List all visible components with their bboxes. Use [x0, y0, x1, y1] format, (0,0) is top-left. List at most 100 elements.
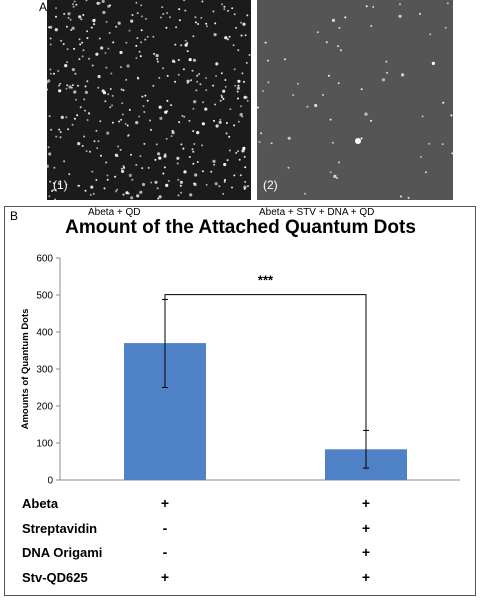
quantum-dot — [119, 50, 123, 55]
quantum-dot — [137, 77, 140, 80]
quantum-dot — [86, 119, 89, 121]
quantum-dot — [76, 114, 79, 117]
quantum-dot — [400, 195, 402, 198]
quantum-dot — [47, 88, 48, 91]
quantum-dot — [176, 156, 180, 160]
quantum-dot — [85, 0, 88, 2]
quantum-dot — [153, 52, 156, 55]
quantum-dot — [385, 60, 388, 63]
quantum-dot — [120, 118, 123, 121]
quantum-dot — [258, 141, 261, 143]
quantum-dot — [165, 26, 168, 29]
quantum-dot — [84, 189, 87, 192]
quantum-dot — [66, 48, 69, 51]
quantum-dot — [158, 195, 162, 199]
quantum-dot — [135, 1, 138, 4]
quantum-dot — [166, 74, 169, 77]
quantum-dot — [179, 180, 183, 184]
quantum-dot — [237, 79, 241, 83]
quantum-dot — [91, 170, 94, 173]
condition-label: DNA Origami — [22, 545, 103, 560]
quantum-dot — [156, 60, 159, 63]
quantum-dot — [192, 58, 197, 62]
quantum-dot — [154, 158, 157, 161]
quantum-dot — [149, 119, 151, 122]
quantum-dot — [93, 23, 96, 26]
quantum-dot — [114, 175, 117, 178]
quantum-dot — [139, 155, 142, 158]
quantum-dot — [125, 41, 128, 44]
micrograph-2: (2) — [257, 0, 453, 200]
quantum-dot — [236, 90, 239, 93]
quantum-dot — [245, 96, 248, 99]
quantum-dot — [205, 77, 207, 80]
quantum-dot — [297, 82, 299, 85]
quantum-dot — [77, 142, 81, 146]
quantum-dot — [63, 160, 66, 163]
quantum-dot — [107, 4, 111, 8]
quantum-dot — [231, 7, 234, 10]
quantum-dot — [144, 38, 147, 41]
quantum-dot — [200, 16, 203, 19]
quantum-dot — [78, 38, 81, 41]
quantum-dot — [65, 116, 68, 119]
quantum-dot — [135, 121, 139, 125]
quantum-dot — [60, 115, 64, 119]
quantum-dot — [112, 41, 115, 44]
quantum-dot — [228, 135, 231, 138]
quantum-dot — [292, 94, 295, 97]
quantum-dot — [325, 41, 328, 44]
quantum-dot — [121, 113, 124, 116]
quantum-dot — [140, 29, 143, 32]
quantum-dot — [184, 9, 187, 12]
quantum-dot — [401, 73, 405, 77]
quantum-dot — [74, 72, 77, 75]
quantum-dot — [49, 68, 52, 71]
y-tick-label: 300 — [36, 365, 53, 376]
quantum-dot — [365, 5, 368, 8]
quantum-dot — [67, 12, 71, 16]
quantum-dot — [52, 189, 55, 192]
quantum-dot — [322, 93, 324, 96]
quantum-dot — [190, 79, 193, 82]
quantum-dot — [80, 18, 83, 21]
quantum-dot — [98, 2, 101, 5]
quantum-dot — [180, 191, 183, 194]
quantum-dot — [180, 44, 183, 47]
quantum-dot — [226, 38, 229, 41]
quantum-dot — [198, 73, 201, 75]
quantum-dot — [428, 142, 431, 145]
caption-abeta-stv-dna-qd: Abeta + STV + DNA + QD — [259, 207, 375, 218]
quantum-dot — [130, 19, 134, 23]
quantum-dot — [220, 72, 223, 75]
quantum-dot — [183, 170, 187, 174]
quantum-dot — [142, 105, 145, 107]
quantum-dot — [221, 3, 223, 6]
quantum-dot — [136, 194, 140, 198]
quantum-dot — [147, 166, 150, 169]
quantum-dot — [78, 15, 82, 19]
quantum-dot — [82, 14, 85, 16]
quantum-dot — [79, 106, 82, 109]
quantum-dot — [68, 85, 72, 89]
quantum-dot — [140, 15, 143, 18]
quantum-dot — [47, 146, 50, 149]
quantum-dot — [109, 106, 112, 109]
quantum-dot — [184, 39, 187, 42]
quantum-dot — [233, 174, 236, 177]
quantum-dot — [218, 120, 222, 124]
quantum-dot — [49, 180, 52, 183]
quantum-dot — [220, 94, 223, 97]
quantum-dot — [88, 57, 91, 60]
quantum-dot — [95, 52, 99, 56]
quantum-dot — [115, 25, 118, 28]
quantum-dot — [70, 29, 73, 31]
quantum-dot — [270, 142, 273, 145]
quantum-dot — [90, 185, 94, 189]
quantum-dot — [67, 17, 70, 19]
quantum-dot — [130, 196, 134, 200]
quantum-dot — [53, 72, 55, 75]
quantum-dot — [221, 96, 224, 99]
quantum-dot — [237, 84, 240, 87]
quantum-dot — [66, 61, 69, 64]
